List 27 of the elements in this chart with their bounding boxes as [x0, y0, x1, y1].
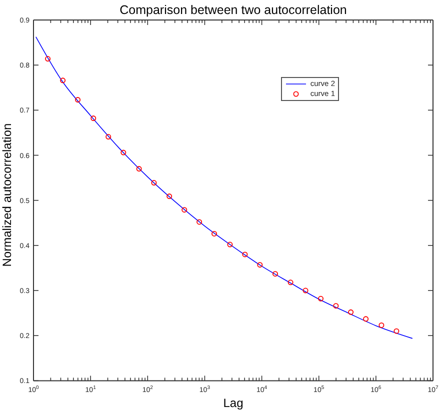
point	[378, 322, 384, 328]
x-axis-title: Lag	[223, 396, 244, 410]
point	[182, 207, 188, 213]
point	[318, 296, 324, 302]
point	[196, 219, 202, 225]
point	[363, 316, 369, 322]
point	[272, 271, 278, 277]
point	[106, 134, 112, 140]
point	[120, 150, 126, 156]
point	[60, 78, 66, 84]
point	[45, 56, 51, 62]
point	[136, 166, 142, 172]
y-axis-title: Normalized autocorrelation	[0, 123, 14, 267]
point	[288, 280, 294, 286]
chart-title: Comparison between two autocorrelation	[120, 3, 347, 17]
point	[166, 194, 172, 200]
point	[90, 116, 96, 122]
point	[227, 242, 233, 248]
point	[302, 288, 308, 294]
point	[212, 230, 218, 236]
point	[348, 309, 354, 315]
point	[75, 97, 81, 103]
point	[333, 303, 339, 309]
point	[151, 180, 157, 186]
point	[394, 328, 400, 334]
point	[257, 262, 263, 268]
point	[242, 252, 248, 258]
